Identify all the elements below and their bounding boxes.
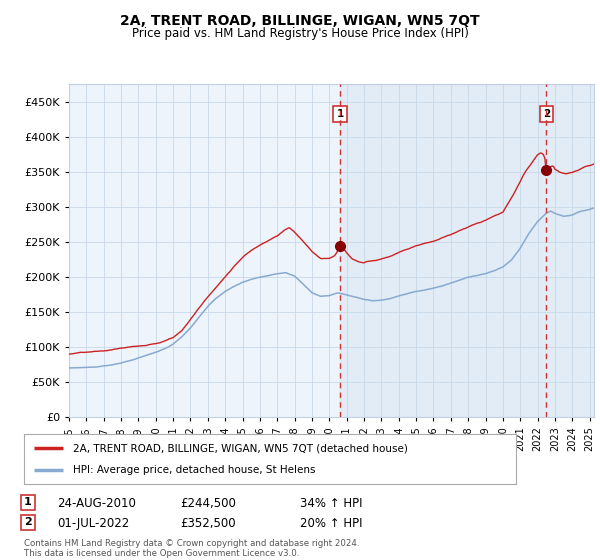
Text: 1: 1 xyxy=(24,497,32,507)
Text: £244,500: £244,500 xyxy=(180,497,236,510)
Text: 2: 2 xyxy=(542,109,550,119)
Text: 20% ↑ HPI: 20% ↑ HPI xyxy=(300,517,362,530)
Text: Price paid vs. HM Land Registry's House Price Index (HPI): Price paid vs. HM Land Registry's House … xyxy=(131,27,469,40)
Text: £352,500: £352,500 xyxy=(180,517,236,530)
Bar xyxy=(340,84,600,417)
Text: 34% ↑ HPI: 34% ↑ HPI xyxy=(300,497,362,510)
Text: 24-AUG-2010: 24-AUG-2010 xyxy=(57,497,136,510)
Text: HPI: Average price, detached house, St Helens: HPI: Average price, detached house, St H… xyxy=(73,465,316,475)
Text: 2A, TRENT ROAD, BILLINGE, WIGAN, WN5 7QT: 2A, TRENT ROAD, BILLINGE, WIGAN, WN5 7QT xyxy=(120,14,480,28)
Text: 01-JUL-2022: 01-JUL-2022 xyxy=(57,517,129,530)
Text: 2: 2 xyxy=(24,517,32,528)
Text: 1: 1 xyxy=(337,109,344,119)
Text: 2A, TRENT ROAD, BILLINGE, WIGAN, WN5 7QT (detached house): 2A, TRENT ROAD, BILLINGE, WIGAN, WN5 7QT… xyxy=(73,443,408,453)
Text: Contains HM Land Registry data © Crown copyright and database right 2024.
This d: Contains HM Land Registry data © Crown c… xyxy=(24,539,359,558)
